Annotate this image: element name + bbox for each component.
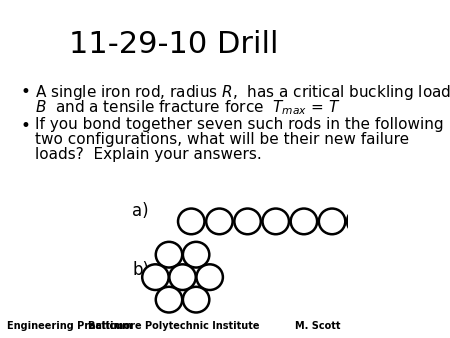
Text: 11-29-10 Drill: 11-29-10 Drill <box>69 30 279 59</box>
Circle shape <box>183 242 209 268</box>
Circle shape <box>183 287 209 312</box>
Circle shape <box>262 209 289 234</box>
Circle shape <box>156 242 182 268</box>
Text: Engineering Practicum: Engineering Practicum <box>7 321 132 331</box>
Circle shape <box>197 264 223 290</box>
Circle shape <box>169 264 196 290</box>
Text: If you bond together seven such rods in the following: If you bond together seven such rods in … <box>35 117 443 131</box>
Text: •: • <box>21 83 31 101</box>
Text: $B$  and a tensile fracture force  $T_{max}$ = $T$: $B$ and a tensile fracture force $T_{max… <box>35 98 340 117</box>
Circle shape <box>234 209 261 234</box>
Text: A single iron rod, radius $R$,  has a critical buckling load: A single iron rod, radius $R$, has a cri… <box>35 83 450 102</box>
Text: M. Scott: M. Scott <box>295 321 341 331</box>
Circle shape <box>156 287 182 312</box>
Text: •: • <box>21 117 31 135</box>
Circle shape <box>291 209 317 234</box>
Circle shape <box>347 209 373 234</box>
Circle shape <box>319 209 345 234</box>
Text: two configurations, what will be their new failure: two configurations, what will be their n… <box>35 132 409 147</box>
Text: Baltimore Polytechnic Institute: Baltimore Polytechnic Institute <box>88 321 260 331</box>
Text: a): a) <box>132 202 149 220</box>
Text: loads?  Explain your answers.: loads? Explain your answers. <box>35 147 261 162</box>
Circle shape <box>178 209 204 234</box>
Circle shape <box>206 209 233 234</box>
Circle shape <box>142 264 169 290</box>
Text: b): b) <box>132 261 149 280</box>
